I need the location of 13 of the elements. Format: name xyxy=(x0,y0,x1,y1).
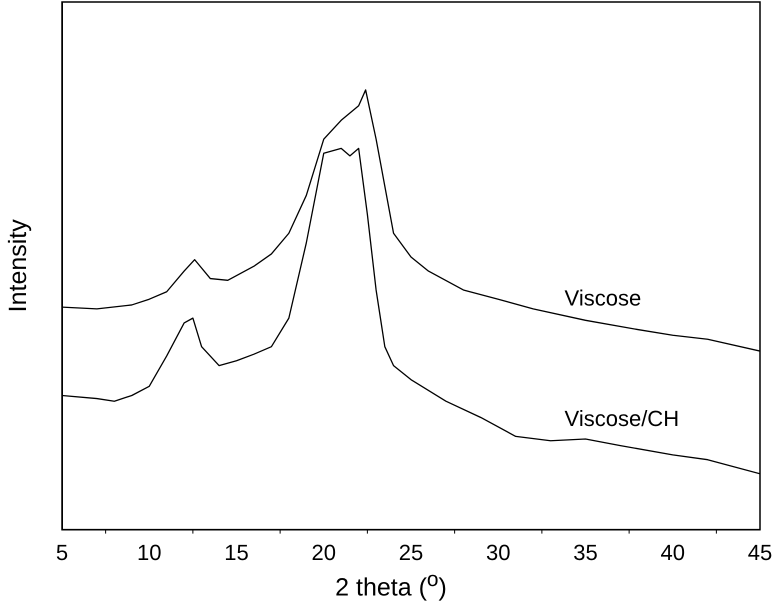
series-label: Viscose/CH xyxy=(564,406,680,431)
x-tick-label: 35 xyxy=(573,540,598,565)
x-tick-label: 20 xyxy=(312,540,336,565)
x-tick-label: 15 xyxy=(224,540,249,565)
series-label: Viscose xyxy=(564,285,642,310)
x-tick-label: 5 xyxy=(56,540,68,565)
x-axis-title: 2 theta ($^{o}$) xyxy=(334,568,448,602)
x-tick-label: 45 xyxy=(748,540,772,565)
x-tick-label: 25 xyxy=(398,540,424,565)
x-tick-label: 10 xyxy=(137,540,162,565)
x-tick-label: 40 xyxy=(660,540,685,565)
x-tick-label: 30 xyxy=(486,540,510,565)
y-axis-title: Intensity xyxy=(4,218,32,312)
